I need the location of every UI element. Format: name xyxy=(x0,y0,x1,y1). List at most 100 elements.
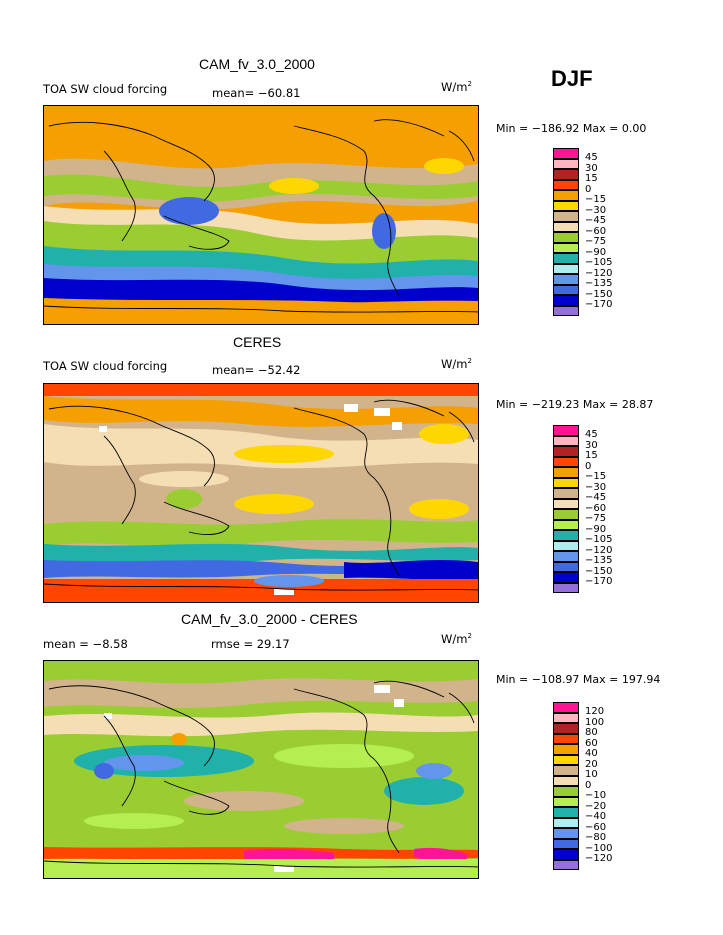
panel-2-level-1: 30 xyxy=(585,439,598,451)
panel-3-swatch-11 xyxy=(553,817,579,828)
panel-3-swatch-12 xyxy=(553,828,579,839)
panel-2-level-6: −45 xyxy=(585,492,607,503)
panel-3-level-4: 40 xyxy=(585,748,598,759)
panel-1-swatch-9 xyxy=(553,242,579,253)
panel-3-level-9: −20 xyxy=(585,800,607,812)
panel-3-map xyxy=(43,660,479,879)
panel-2-level-3: 0 xyxy=(585,460,592,472)
panel-1-level-14: −170 xyxy=(585,299,613,310)
panel-1-swatch-15 xyxy=(553,305,579,316)
panel-2-level-0: 45 xyxy=(585,429,598,440)
panel-3-units: W/m2 xyxy=(441,632,472,646)
panel-1-level-5: −30 xyxy=(585,204,607,216)
panel-1-swatch-3 xyxy=(553,179,579,190)
panel-2-swatch-7 xyxy=(553,498,579,509)
panel-2-swatch-12 xyxy=(553,551,579,562)
panel-1-swatch-10 xyxy=(553,253,579,264)
panel-2-level-11: −120 xyxy=(585,544,613,556)
panel-2-mean: mean= −52.42 xyxy=(212,363,301,377)
panel-3-level-11: −60 xyxy=(585,821,607,833)
panel-2-swatch-4 xyxy=(553,467,579,478)
panel-3-swatch-9 xyxy=(553,796,579,807)
panel-2-swatch-8 xyxy=(553,509,579,520)
panel-3-level-1: 100 xyxy=(585,716,605,728)
panel-2-title: CERES xyxy=(233,334,282,350)
panel-1-swatch-11 xyxy=(553,263,579,274)
panel-2-level-7: −60 xyxy=(585,502,607,514)
panel-2-minmax: Min = −219.23 Max = 28.87 xyxy=(496,398,654,411)
panel-2-swatch-11 xyxy=(553,540,579,551)
panel-3-level-7: 0 xyxy=(585,779,592,791)
panel-3-title: CAM_fv_3.0_2000 - CERES xyxy=(181,611,358,627)
panel-3-swatch-8 xyxy=(553,786,579,797)
panel-3-swatch-4 xyxy=(553,744,579,755)
panel-3-rmse: rmse = 29.17 xyxy=(211,637,290,651)
panel-2-swatch-10 xyxy=(553,530,579,541)
panel-2-swatch-14 xyxy=(553,572,579,583)
panel-3-swatch-13 xyxy=(553,838,579,849)
panel-2-left-label: TOA SW cloud forcing xyxy=(43,359,168,373)
panel-2-swatch-6 xyxy=(553,488,579,499)
panel-1-level-11: −120 xyxy=(585,267,613,279)
panel-1-swatch-5 xyxy=(553,200,579,211)
panel-2-swatch-3 xyxy=(553,456,579,467)
panel-1-title: CAM_fv_3.0_2000 xyxy=(199,56,315,72)
panel-1-map xyxy=(43,105,479,325)
panel-1-level-1: 30 xyxy=(585,162,598,174)
panel-1-level-8: −75 xyxy=(585,236,607,247)
panel-2-level-14: −170 xyxy=(585,576,613,587)
panel-1-swatch-4 xyxy=(553,190,579,201)
panel-1-level-13: −150 xyxy=(585,288,613,300)
panel-3-swatch-7 xyxy=(553,775,579,786)
panel-3-level-5: 20 xyxy=(585,758,598,770)
panel-1-swatch-14 xyxy=(553,295,579,306)
panel-1-level-10: −105 xyxy=(585,257,613,268)
panel-2-swatch-5 xyxy=(553,477,579,488)
panel-2-level-9: −90 xyxy=(585,523,607,535)
panel-3-swatch-5 xyxy=(553,754,579,765)
panel-2-level-13: −150 xyxy=(585,565,613,577)
panel-3-level-2: 80 xyxy=(585,727,598,738)
panel-3-swatch-1 xyxy=(553,712,579,723)
panel-2-level-5: −30 xyxy=(585,481,607,493)
panel-2-swatch-15 xyxy=(553,582,579,593)
panel-1-minmax: Min = −186.92 Max = 0.00 xyxy=(496,122,647,135)
panel-1-swatch-8 xyxy=(553,232,579,243)
panel-1-swatch-1 xyxy=(553,158,579,169)
panel-1-swatch-6 xyxy=(553,211,579,222)
panel-3-swatch-6 xyxy=(553,765,579,776)
panel-2-swatch-2 xyxy=(553,446,579,457)
panel-3-mean: mean = −8.58 xyxy=(43,637,128,651)
season-label: DJF xyxy=(551,66,593,91)
panel-2-swatch-13 xyxy=(553,561,579,572)
panel-1-level-3: 0 xyxy=(585,183,592,195)
panel-1-swatch-13 xyxy=(553,284,579,295)
panel-3-level-14: −120 xyxy=(585,853,613,864)
panel-1-level-6: −45 xyxy=(585,215,607,226)
panel-3-level-3: 60 xyxy=(585,737,598,749)
panel-1-level-4: −15 xyxy=(585,194,607,205)
panel-3-swatch-2 xyxy=(553,723,579,734)
panel-1-swatch-12 xyxy=(553,274,579,285)
panel-1-level-9: −90 xyxy=(585,246,607,258)
panel-1-left-label: TOA SW cloud forcing xyxy=(43,82,168,96)
panel-1-level-2: 15 xyxy=(585,173,598,184)
panel-1-level-7: −60 xyxy=(585,225,607,237)
panel-1-level-0: 45 xyxy=(585,152,598,163)
panel-3-level-8: −10 xyxy=(585,790,607,801)
panel-2-swatch-0 xyxy=(553,425,579,436)
panel-2-level-2: 15 xyxy=(585,450,598,461)
panel-2-swatch-1 xyxy=(553,435,579,446)
panel-3-level-6: 10 xyxy=(585,769,598,780)
panel-1-level-12: −135 xyxy=(585,278,613,289)
panel-1-swatch-7 xyxy=(553,221,579,232)
panel-2-swatch-9 xyxy=(553,519,579,530)
panel-3-level-10: −40 xyxy=(585,811,607,822)
panel-3-swatch-0 xyxy=(553,702,579,713)
panel-3-swatch-10 xyxy=(553,807,579,818)
panel-3-minmax: Min = −108.97 Max = 197.94 xyxy=(496,673,661,686)
panel-1-units: W/m2 xyxy=(441,80,472,94)
panel-2-map xyxy=(43,383,479,603)
panel-2-units: W/m2 xyxy=(441,357,472,371)
panel-2-level-10: −105 xyxy=(585,534,613,545)
